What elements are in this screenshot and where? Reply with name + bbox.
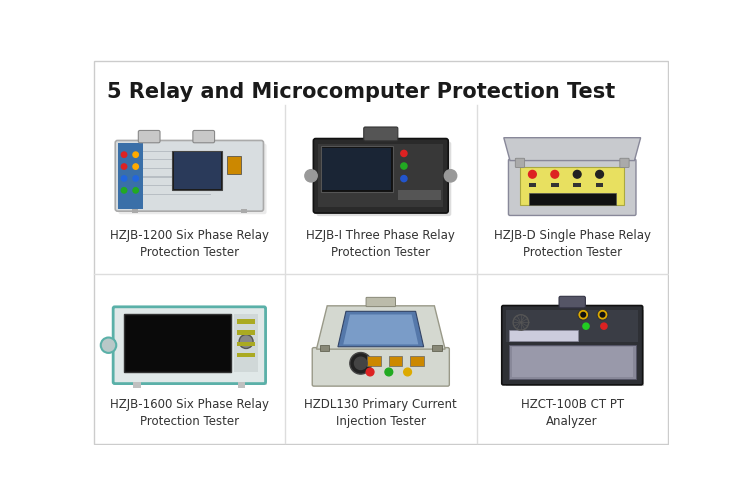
Bar [529, 192, 616, 205]
FancyBboxPatch shape [366, 298, 395, 306]
Circle shape [385, 368, 393, 376]
Circle shape [305, 170, 317, 182]
FancyBboxPatch shape [138, 130, 160, 143]
Circle shape [121, 152, 127, 158]
Circle shape [600, 312, 605, 317]
Circle shape [400, 176, 407, 182]
Bar [321, 146, 392, 192]
Circle shape [101, 338, 116, 353]
FancyBboxPatch shape [115, 140, 264, 211]
Circle shape [239, 334, 253, 348]
Circle shape [354, 357, 367, 370]
Circle shape [578, 310, 588, 320]
Circle shape [133, 152, 138, 158]
Circle shape [121, 188, 127, 193]
Bar [132, 209, 138, 214]
Bar [551, 182, 559, 188]
Text: HZDL130 Primary Current
Injection Tester: HZDL130 Primary Current Injection Tester [305, 398, 457, 428]
Circle shape [574, 170, 581, 178]
Circle shape [121, 164, 127, 170]
Bar [234, 314, 258, 372]
Bar [596, 182, 603, 188]
Circle shape [583, 323, 589, 329]
Bar [318, 144, 444, 208]
FancyBboxPatch shape [508, 159, 636, 216]
Polygon shape [317, 306, 445, 349]
Bar [509, 345, 635, 378]
FancyBboxPatch shape [113, 307, 265, 384]
Bar [143, 194, 211, 195]
Bar [574, 182, 581, 188]
Bar [237, 342, 255, 346]
Bar [398, 190, 441, 200]
FancyBboxPatch shape [502, 306, 643, 385]
Bar [507, 310, 644, 386]
Circle shape [601, 323, 607, 329]
Circle shape [444, 170, 457, 182]
Bar [506, 310, 638, 342]
Bar [238, 382, 245, 388]
FancyBboxPatch shape [620, 158, 629, 168]
Bar [237, 352, 255, 357]
Bar [367, 356, 381, 366]
Bar [528, 182, 536, 188]
Circle shape [403, 368, 412, 376]
Circle shape [133, 164, 138, 170]
Circle shape [400, 150, 407, 156]
Bar [410, 356, 424, 366]
Polygon shape [343, 314, 418, 344]
Bar [123, 314, 231, 372]
Circle shape [581, 312, 585, 317]
Bar [322, 148, 391, 190]
FancyBboxPatch shape [559, 296, 585, 308]
FancyBboxPatch shape [364, 127, 398, 141]
Polygon shape [338, 312, 424, 347]
Text: HZCT-100B CT PT
Analyzer: HZCT-100B CT PT Analyzer [521, 398, 624, 428]
Circle shape [597, 310, 608, 320]
Circle shape [400, 163, 407, 169]
FancyBboxPatch shape [314, 138, 448, 213]
FancyBboxPatch shape [317, 142, 451, 216]
FancyBboxPatch shape [118, 144, 267, 214]
Text: 5 Relay and Microcomputer Protection Test: 5 Relay and Microcomputer Protection Tes… [107, 82, 615, 102]
Text: HZJB-I Three Phase Relay
Protection Tester: HZJB-I Three Phase Relay Protection Test… [306, 228, 455, 258]
Circle shape [350, 352, 372, 374]
FancyBboxPatch shape [312, 348, 450, 386]
Bar [143, 168, 211, 169]
Bar [172, 150, 222, 190]
Bar [237, 330, 255, 335]
Bar [143, 150, 211, 152]
Text: HZJB-1200 Six Phase Relay
Protection Tester: HZJB-1200 Six Phase Relay Protection Tes… [110, 228, 269, 258]
Bar [319, 346, 329, 352]
Circle shape [366, 368, 374, 376]
Bar [143, 176, 211, 178]
Circle shape [133, 188, 138, 193]
Bar [143, 185, 211, 186]
Bar [512, 346, 633, 377]
Bar [118, 312, 267, 385]
Circle shape [121, 176, 127, 181]
Circle shape [596, 170, 603, 178]
Text: HZJB-D Single Phase Relay
Protection Tester: HZJB-D Single Phase Relay Protection Tes… [493, 228, 651, 258]
FancyBboxPatch shape [193, 130, 215, 143]
Polygon shape [504, 138, 640, 160]
Bar [237, 320, 255, 324]
Bar [389, 356, 402, 366]
Circle shape [133, 176, 138, 181]
Bar [133, 382, 141, 388]
Bar [241, 209, 247, 214]
Bar [117, 143, 143, 209]
Circle shape [551, 170, 559, 178]
Circle shape [528, 170, 536, 178]
Bar [509, 330, 578, 342]
Text: HZJB-1600 Six Phase Relay
Protection Tester: HZJB-1600 Six Phase Relay Protection Tes… [110, 398, 269, 428]
Bar [174, 152, 221, 189]
Bar [520, 166, 624, 205]
FancyBboxPatch shape [516, 158, 525, 168]
Bar [227, 156, 241, 174]
Bar [432, 346, 442, 352]
